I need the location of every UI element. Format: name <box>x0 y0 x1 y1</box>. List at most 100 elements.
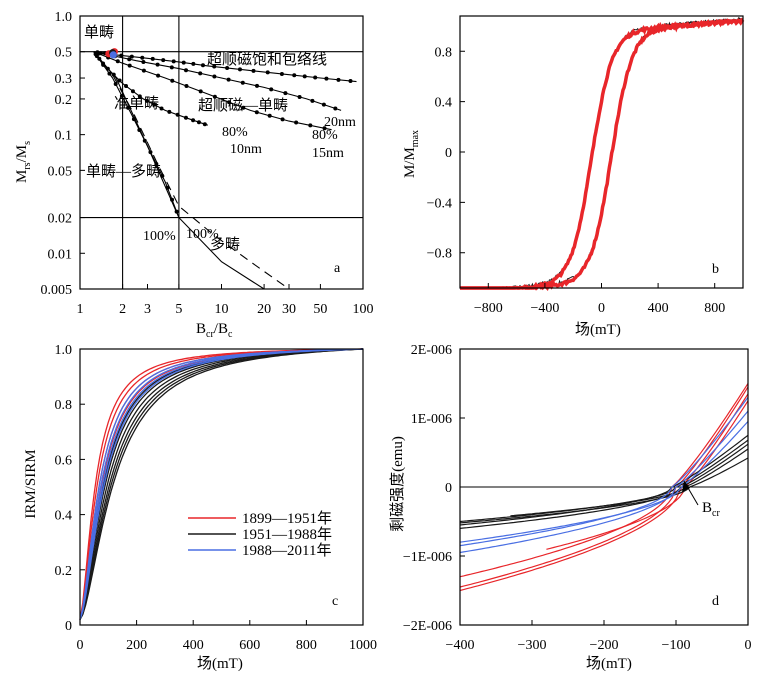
irm-curve <box>79 348 364 620</box>
mixing-mark <box>226 77 231 82</box>
x-tick-label: 1 <box>77 302 84 317</box>
x-tick-label: 400 <box>648 301 669 316</box>
legend: 1899—1951年 1951—1988年 1988—2011年 <box>188 510 332 559</box>
y-tick-label: 0.4 <box>435 96 453 111</box>
mixing-mark <box>322 126 327 131</box>
panel-c-frame <box>79 348 364 626</box>
x-tick-label: 400 <box>183 638 204 653</box>
y-tick-label: 0 <box>445 146 452 161</box>
legend-label-1899-1951: 1899—1951年 <box>242 510 332 527</box>
bcr-arrow <box>682 480 699 506</box>
mixing-curve <box>93 51 180 218</box>
backfield-curve <box>510 448 749 517</box>
annotation-20nm: 20nm <box>324 115 356 130</box>
backfield-curve <box>546 400 749 550</box>
mixing-mark <box>212 74 217 79</box>
x-tick-label: 2 <box>119 302 126 317</box>
x-tick-label: −400 <box>530 301 559 316</box>
sample-point <box>109 51 117 59</box>
x-tick-label: −400 <box>446 638 475 653</box>
y-tick-label: 0.6 <box>55 453 73 468</box>
mixing-mark <box>127 57 132 62</box>
y-tick-label: 2E-006 <box>411 343 452 358</box>
y-tick-label: 0 <box>445 481 452 496</box>
mixing-mark <box>140 55 145 60</box>
annotation-80pct-1: 80% <box>222 125 248 140</box>
mixing-mark <box>141 68 146 73</box>
mixing-curve <box>93 51 357 83</box>
backfield-curve <box>459 393 749 592</box>
x-tick-label: 100 <box>353 302 374 317</box>
mixing-mark <box>155 62 160 67</box>
backfield-curve <box>459 443 749 529</box>
mixing-mark <box>144 98 149 103</box>
mixing-mark <box>269 87 274 92</box>
irm-curve <box>79 348 364 620</box>
mixing-mark <box>279 71 284 76</box>
x-tick-label: 0 <box>77 638 84 653</box>
mixing-mark <box>159 106 164 111</box>
mixing-mark <box>115 59 120 64</box>
y-tick-label: 0.1 <box>55 129 73 144</box>
mixing-mark <box>302 74 307 79</box>
x-tick-label: −800 <box>474 301 503 316</box>
x-tick-label: 800 <box>704 301 725 316</box>
mixing-mark <box>171 59 176 64</box>
x-tick-label: −100 <box>662 638 691 653</box>
mixing-mark <box>117 78 122 83</box>
mixing-mark <box>240 80 245 85</box>
mixing-curve <box>93 51 290 290</box>
mixing-mark <box>161 58 166 63</box>
annotation-psd: 准单畴 <box>114 95 159 112</box>
annotation-sd: 单畴 <box>84 24 114 41</box>
mixing-mark <box>183 115 188 120</box>
mixing-mark <box>119 93 124 98</box>
mixing-mark <box>333 106 338 111</box>
mixing-mark <box>292 73 297 78</box>
annotation-80pct-2: 80% <box>312 128 338 143</box>
panel-a-ylabel: Mrs/Ms <box>14 141 33 183</box>
panel-b-frame <box>459 15 744 289</box>
panel-b: −800 −400 0 400 800 0.8 0.4 0 −0.4 −0.8 b 场(mT) M… <box>402 15 745 338</box>
irm-curve <box>79 348 364 620</box>
mixing-mark <box>169 65 174 70</box>
mixing-mark <box>167 109 172 114</box>
mixing-mark <box>198 71 203 76</box>
panel-c: 0 200 400 600 800 1000 0 0.2 0.4 0.6 0.8 1.0 1899—1… <box>23 343 377 672</box>
mixing-mark <box>170 78 175 83</box>
x-tick-label: 20 <box>257 302 271 317</box>
panel-c-label: c <box>332 594 338 609</box>
mixing-mark <box>150 56 155 61</box>
x-tick-label: 0 <box>745 638 752 653</box>
mixing-mark <box>129 54 134 59</box>
backfield-curve <box>459 421 749 543</box>
x-tick-label: 3 <box>144 302 151 317</box>
mixing-curve <box>93 51 342 111</box>
irm-curve <box>79 348 364 620</box>
legend-label-1988-2011: 1988—2011年 <box>242 542 331 559</box>
y-tick-label: 1.0 <box>55 10 73 25</box>
irm-curve <box>79 348 364 620</box>
y-tick-label: −0.8 <box>427 247 452 262</box>
annotation-100pct-2: 100% <box>186 227 219 242</box>
mixing-curve <box>93 51 332 131</box>
irm-curve <box>79 348 363 620</box>
x-tick-label: 200 <box>126 638 147 653</box>
annotation-10nm: 10nm <box>230 142 262 157</box>
y-tick-label: 0.8 <box>55 398 73 413</box>
mixing-mark <box>254 110 259 115</box>
y-tick-label: 1E-006 <box>411 412 452 427</box>
x-tick-label: 0 <box>598 301 605 316</box>
panel-b-label: b <box>712 262 719 277</box>
y-tick-label: 0.05 <box>48 164 73 179</box>
mixing-mark <box>127 63 132 68</box>
mixing-mark <box>324 76 329 81</box>
y-tick-label: −1E-006 <box>403 550 452 565</box>
backfield-curve <box>459 410 749 554</box>
mixing-mark <box>198 89 203 94</box>
irm-curve <box>79 348 364 620</box>
mixing-mark <box>137 94 142 99</box>
mixing-mark <box>119 53 124 58</box>
mixing-curve <box>93 51 265 290</box>
